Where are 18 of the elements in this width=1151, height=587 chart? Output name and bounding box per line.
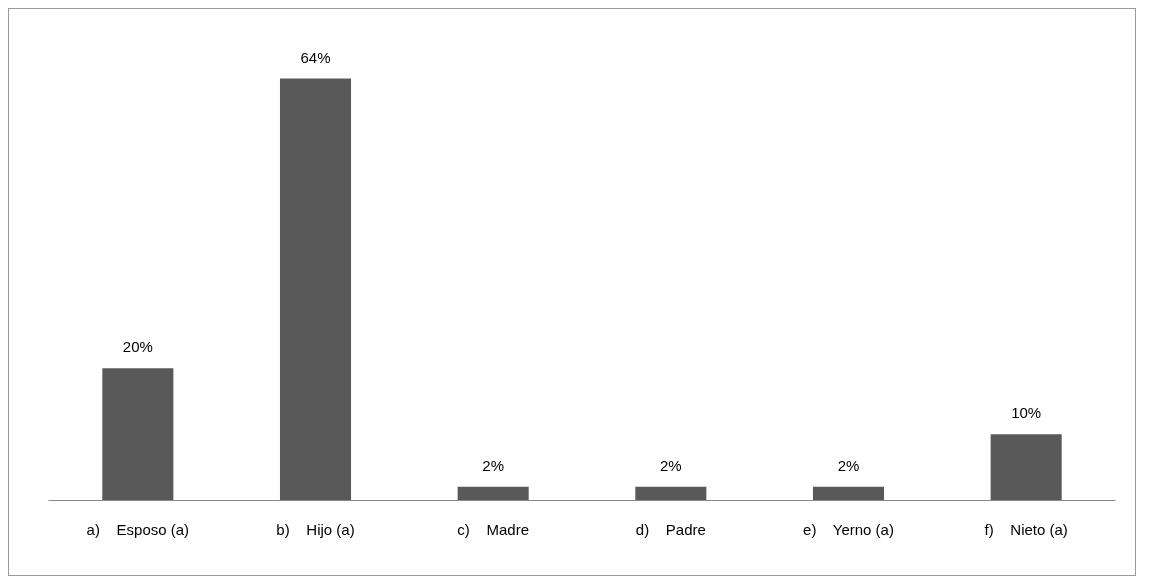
data-label: 10% (1011, 404, 1042, 422)
bar (990, 434, 1062, 500)
bar (102, 368, 174, 500)
bar (279, 78, 352, 500)
x-tick-label: f) Nieto (a) (984, 521, 1068, 538)
x-tick-label: e) Yerno (a) (803, 521, 894, 538)
x-tick-label: d) Padre (635, 521, 706, 538)
x-tick-label: b) Hijo (a) (276, 521, 355, 538)
data-label: 2% (837, 456, 860, 474)
x-tick-label: a) Esposo (a) (86, 521, 190, 538)
data-label: 2% (482, 456, 505, 474)
bar (635, 486, 707, 500)
bar (457, 486, 529, 500)
data-label: 64% (300, 48, 331, 66)
data-label: 2% (659, 456, 682, 474)
data-label: 20% (122, 338, 153, 356)
x-tick-label: c) Madre (457, 521, 530, 538)
bar (812, 486, 885, 500)
